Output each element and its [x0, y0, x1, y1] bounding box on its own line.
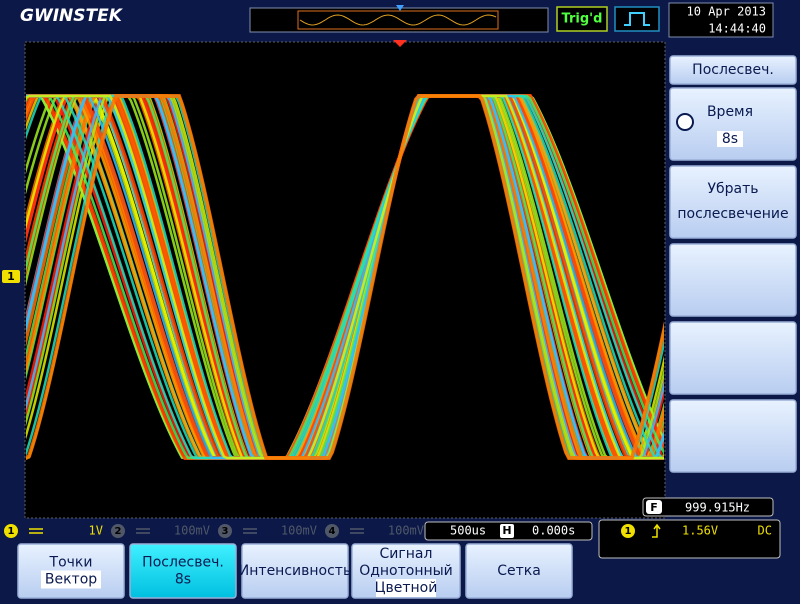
soft-key-label: Послесвеч.: [142, 555, 224, 571]
frequency: 999.915Hz: [685, 501, 750, 515]
freq-icon: F: [650, 501, 658, 514]
trigger-channel: 1: [625, 526, 632, 537]
soft-key-value-box: [41, 570, 101, 589]
waveform: [26, 94, 664, 460]
trigger-level: 1.56V: [682, 524, 718, 538]
soft-key[interactable]: [465, 543, 573, 599]
soft-key-label: Однотонный: [359, 563, 453, 579]
menu-button[interactable]: [669, 243, 797, 317]
channel-scale: 100mV: [174, 524, 210, 538]
trigger-channel-icon: [621, 524, 635, 538]
slope-icon: [652, 523, 661, 538]
menu-title: [669, 55, 797, 85]
menu-button[interactable]: [669, 321, 797, 395]
channel-id: 1: [8, 526, 15, 537]
channel-id: 2: [115, 526, 122, 537]
trace: [26, 94, 664, 460]
trace: [26, 94, 664, 460]
menu-label: послесвечение: [677, 206, 788, 222]
menu-label: Убрать: [707, 181, 758, 197]
trig-box: [556, 6, 608, 32]
channel-status: 1 1V 2 100mV 3 100mV 4 100mV: [4, 524, 424, 538]
soft-key-value: Цветной: [375, 580, 438, 596]
channel-icon: [218, 524, 232, 538]
trace: [26, 94, 664, 460]
h-icon-box: [500, 524, 514, 538]
trigger-position: [393, 40, 407, 47]
overview-wave: [299, 14, 497, 26]
trigger-box: [598, 519, 781, 559]
menu-label: Время: [707, 104, 753, 120]
soft-key-label: Интенсивность: [239, 563, 351, 579]
trigger-coupling: DC: [758, 524, 772, 538]
timebase-scale: 500us: [450, 524, 486, 538]
channel-icon: [325, 524, 339, 538]
channel-icon: [4, 524, 18, 538]
menu-button[interactable]: [669, 399, 797, 473]
date: 10 Apr 2013: [687, 5, 766, 19]
menu-value: 8s: [722, 131, 738, 147]
menu-button[interactable]: [669, 87, 797, 161]
knob-icon: [676, 113, 694, 131]
channel-scale: 100mV: [388, 524, 424, 538]
coupling-icon: [243, 528, 257, 534]
channel-scale: 100mV: [281, 524, 317, 538]
overview-marker: [396, 5, 404, 11]
soft-key-label: Точки: [49, 555, 93, 571]
channel-id: 3: [222, 526, 229, 537]
trace: [26, 94, 664, 460]
coupling-icon: [29, 528, 43, 534]
channel-scale: 1V: [89, 524, 103, 538]
time: 14:44:40: [708, 22, 766, 36]
soft-key-value-box: [376, 579, 436, 597]
coupling-icon: [350, 528, 364, 534]
menu-value-box: [717, 131, 743, 147]
frequency-box: [642, 497, 774, 517]
menu-button[interactable]: [669, 165, 797, 239]
freq-icon-box: [646, 500, 662, 514]
h-icon: H: [502, 524, 511, 537]
logo: GWINSTEK: [20, 6, 124, 26]
soft-key[interactable]: [241, 543, 349, 599]
channel-id: 4: [329, 526, 336, 537]
timebase-position: 0.000s: [532, 524, 575, 538]
trace: [26, 94, 664, 460]
channel-marker: 1: [7, 270, 15, 283]
overview-window: [297, 10, 499, 30]
soft-key-label: Сигнал: [380, 546, 433, 562]
trig-status: Trig'd: [562, 12, 603, 27]
edge-icon: [624, 12, 650, 26]
menu-title-text: Послесвеч.: [692, 62, 774, 78]
soft-key[interactable]: [129, 543, 237, 599]
coupling-icon: [136, 528, 150, 534]
overview: [249, 7, 549, 33]
soft-key-value: 8s: [175, 572, 191, 588]
channel-icon: [111, 524, 125, 538]
trigger-type: [614, 6, 660, 32]
clock-box: [668, 2, 774, 38]
soft-key-label: Сетка: [497, 563, 541, 579]
soft-key-value: Вектор: [45, 572, 97, 588]
channel-marker-box: [2, 270, 20, 283]
